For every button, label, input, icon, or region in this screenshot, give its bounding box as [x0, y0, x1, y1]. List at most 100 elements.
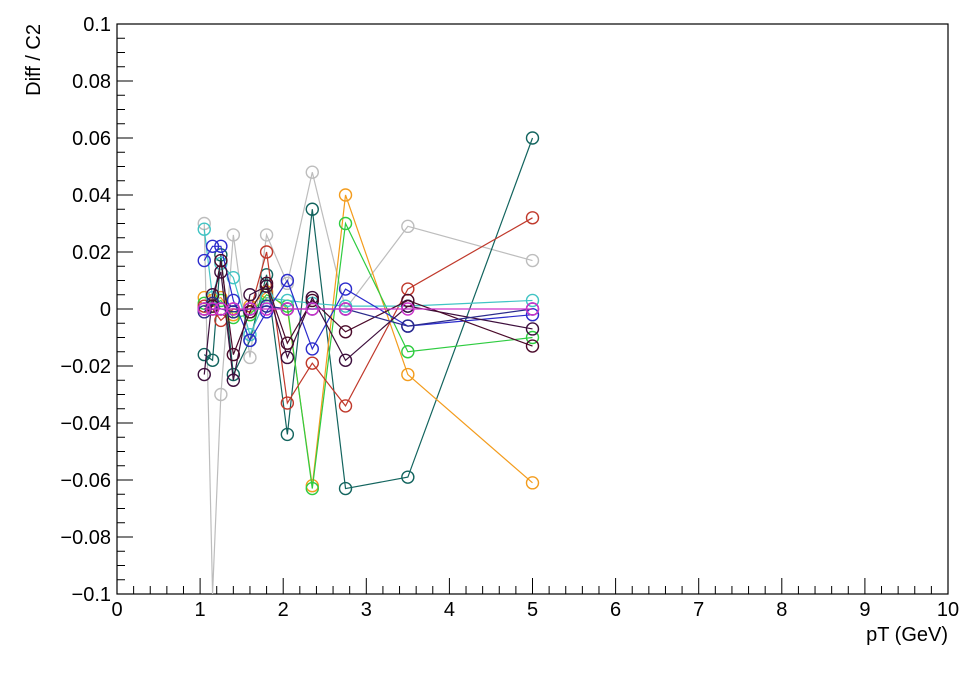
data-point [525, 293, 540, 308]
y-axis-label: Diff / C2 [23, 24, 45, 96]
data-point [205, 239, 220, 254]
data-point [259, 276, 274, 291]
x-tick-label: 4 [444, 599, 455, 621]
data-point [305, 481, 319, 496]
x-tick-label: 5 [527, 599, 538, 621]
data-point [214, 387, 228, 402]
y-tick-label: 0.04 [72, 185, 111, 207]
data-point [525, 131, 540, 145]
data-point [305, 302, 319, 316]
x-tick-label: 6 [610, 599, 621, 621]
series-line [203, 137, 534, 490]
series-7 [197, 265, 540, 387]
y-tick-label: −0.04 [60, 413, 111, 435]
data-point [280, 350, 295, 365]
data-point [243, 350, 257, 365]
data-point [338, 399, 353, 413]
x-tick-label: 1 [195, 599, 206, 621]
data-point [525, 339, 540, 353]
data-point [305, 293, 319, 308]
x-tick-label: 2 [278, 599, 289, 621]
data-point [214, 253, 228, 268]
series-line [204, 217, 533, 407]
data-point [280, 302, 295, 316]
y-tick-label: 0.02 [72, 242, 111, 264]
data-point [214, 239, 228, 254]
series-0 [197, 165, 540, 595]
data-point [338, 216, 353, 231]
data-point [226, 228, 241, 242]
data-point [525, 330, 540, 345]
x-tick-label: 10 [937, 599, 959, 621]
data-point [305, 165, 319, 179]
x-axis-label: pT (GeV) [866, 624, 948, 646]
data-point [401, 302, 415, 316]
axis-ticks [116, 23, 949, 595]
data-point [305, 202, 319, 216]
x-tick-labels: 0 1 2 3 4 5 6 7 8 9 10 [111, 599, 959, 621]
data-point [259, 245, 274, 259]
data-point [401, 470, 415, 484]
data-point [205, 302, 220, 316]
data-point [401, 345, 415, 359]
x-tick-label: 7 [693, 599, 704, 621]
series-line [203, 271, 533, 381]
series-line [203, 172, 533, 595]
data-point [280, 273, 295, 288]
y-tick-label: 0.1 [83, 14, 111, 36]
data-point [226, 270, 241, 285]
data-point [338, 188, 353, 202]
data-point [525, 322, 540, 336]
series-4 [197, 211, 540, 413]
data-point [401, 319, 415, 333]
series-10 [197, 302, 540, 316]
x-tick-label: 0 [111, 599, 122, 621]
data-point [226, 302, 241, 316]
data-point [525, 302, 540, 316]
data-point [338, 481, 353, 496]
data-point [197, 253, 211, 268]
data-point [243, 302, 257, 316]
y-tick-label: 0.06 [72, 128, 111, 150]
y-tick-label: −0.02 [60, 356, 111, 378]
data-point [197, 302, 211, 316]
data-point [259, 228, 274, 242]
data-point [197, 222, 211, 236]
series-5 [197, 222, 540, 342]
data-point [305, 356, 319, 370]
data-point [401, 367, 415, 382]
x-tick-label: 3 [361, 599, 372, 621]
x-tick-label: 8 [776, 599, 787, 621]
y-tick-label: 0 [100, 299, 111, 321]
data-point [226, 367, 241, 382]
data-point [525, 476, 540, 490]
data-point [525, 211, 540, 225]
series-1 [197, 131, 540, 496]
data-point [243, 288, 257, 302]
data-point [243, 333, 257, 348]
data-point [280, 396, 295, 410]
y-tick-label: −0.06 [60, 470, 111, 492]
y-tick-label: 0.08 [72, 71, 111, 93]
data-point [401, 293, 415, 308]
y-tick-label: −0.1 [72, 584, 111, 606]
data-point [226, 347, 241, 362]
data-point [226, 373, 241, 387]
data-point [197, 367, 211, 382]
data-point [205, 353, 220, 367]
data-point [280, 336, 295, 350]
data-point [305, 342, 319, 356]
series-group [197, 131, 540, 595]
series-line [204, 260, 533, 355]
data-point [401, 219, 415, 234]
x-tick-label: 9 [859, 599, 870, 621]
y-tick-labels: 0.1 0.08 0.06 0.04 0.02 0 −0.02 −0.04 −0.06 −0.08… [60, 14, 111, 606]
series-line [204, 221, 533, 489]
data-point [338, 325, 353, 339]
data-point [338, 282, 353, 296]
data-point [280, 293, 295, 308]
data-point [280, 427, 295, 442]
data-point [525, 253, 540, 268]
data-point [259, 302, 274, 316]
